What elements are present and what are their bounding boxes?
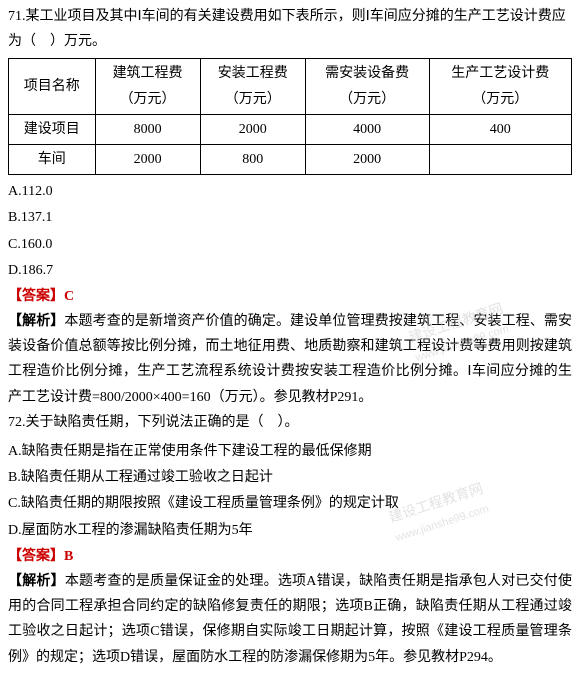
q72-text: 72.关于缺陷责任期，下列说法正确的是（ ）。 (8, 410, 572, 435)
answer-value: C (64, 289, 74, 304)
q72-option-b: B.缺陷责任期从工程通过竣工验收之日起计 (8, 465, 572, 490)
table-cell: 4000 (305, 114, 429, 144)
table-cell: 建设项目 (9, 114, 96, 144)
answer-value: B (64, 549, 73, 564)
table-cell: 2000 (95, 144, 200, 174)
analysis-text: 本题考查的是质量保证金的处理。选项A错误，缺陷责任期是指承包人对已交付使用的合同… (8, 574, 572, 665)
q72-analysis: 【解析】本题考查的是质量保证金的处理。选项A错误，缺陷责任期是指承包人对已交付使… (8, 569, 572, 670)
table-cell: 2000 (200, 114, 305, 144)
table-header-row: 项目名称 建筑工程费（万元） 安装工程费（万元） 需安装设备费（万元） 生产工艺… (9, 59, 572, 114)
table-cell (429, 144, 571, 174)
answer-label: 【答案】 (8, 289, 64, 304)
q72-option-d: D.屋面防水工程的渗漏缺陷责任期为5年 (8, 518, 572, 543)
table-cell: 800 (200, 144, 305, 174)
analysis-text: 本题考查的是新增资产价值的确定。建设单位管理费按建筑工程、安装工程、需安装设备价… (8, 314, 572, 405)
q71-text: 71.某工业项目及其中Ⅰ车间的有关建设费用如下表所示，则Ⅰ车间应分摊的生产工艺设… (8, 4, 572, 54)
q71-table: 项目名称 建筑工程费（万元） 安装工程费（万元） 需安装设备费（万元） 生产工艺… (8, 58, 572, 175)
table-header: 建筑工程费（万元） (95, 59, 200, 114)
table-header: 需安装设备费（万元） (305, 59, 429, 114)
table-cell: 400 (429, 114, 571, 144)
q71-option-b: B.137.1 (8, 205, 572, 230)
q71-answer-line: 【答案】C (8, 284, 572, 309)
table-cell: 车间 (9, 144, 96, 174)
q72-answer-line: 【答案】B (8, 544, 572, 569)
answer-label: 【答案】 (8, 549, 64, 564)
table-cell: 8000 (95, 114, 200, 144)
table-header: 安装工程费（万元） (200, 59, 305, 114)
table-cell: 2000 (305, 144, 429, 174)
q71-option-d: D.186.7 (8, 258, 572, 283)
table-row: 车间 2000 800 2000 (9, 144, 572, 174)
q72-option-c: C.缺陷责任期的期限按照《建设工程质量管理条例》的规定计取 (8, 491, 572, 516)
analysis-label: 【解析】 (8, 574, 65, 589)
table-header: 项目名称 (9, 59, 96, 114)
q71-option-a: A.112.0 (8, 179, 572, 204)
table-header: 生产工艺设计费（万元） (429, 59, 571, 114)
q71-option-c: C.160.0 (8, 232, 572, 257)
analysis-label: 【解析】 (8, 314, 64, 329)
q72-option-a: A.缺陷责任期是指在正常使用条件下建设工程的最低保修期 (8, 439, 572, 464)
q71-analysis: 【解析】本题考查的是新增资产价值的确定。建设单位管理费按建筑工程、安装工程、需安… (8, 309, 572, 410)
table-row: 建设项目 8000 2000 4000 400 (9, 114, 572, 144)
